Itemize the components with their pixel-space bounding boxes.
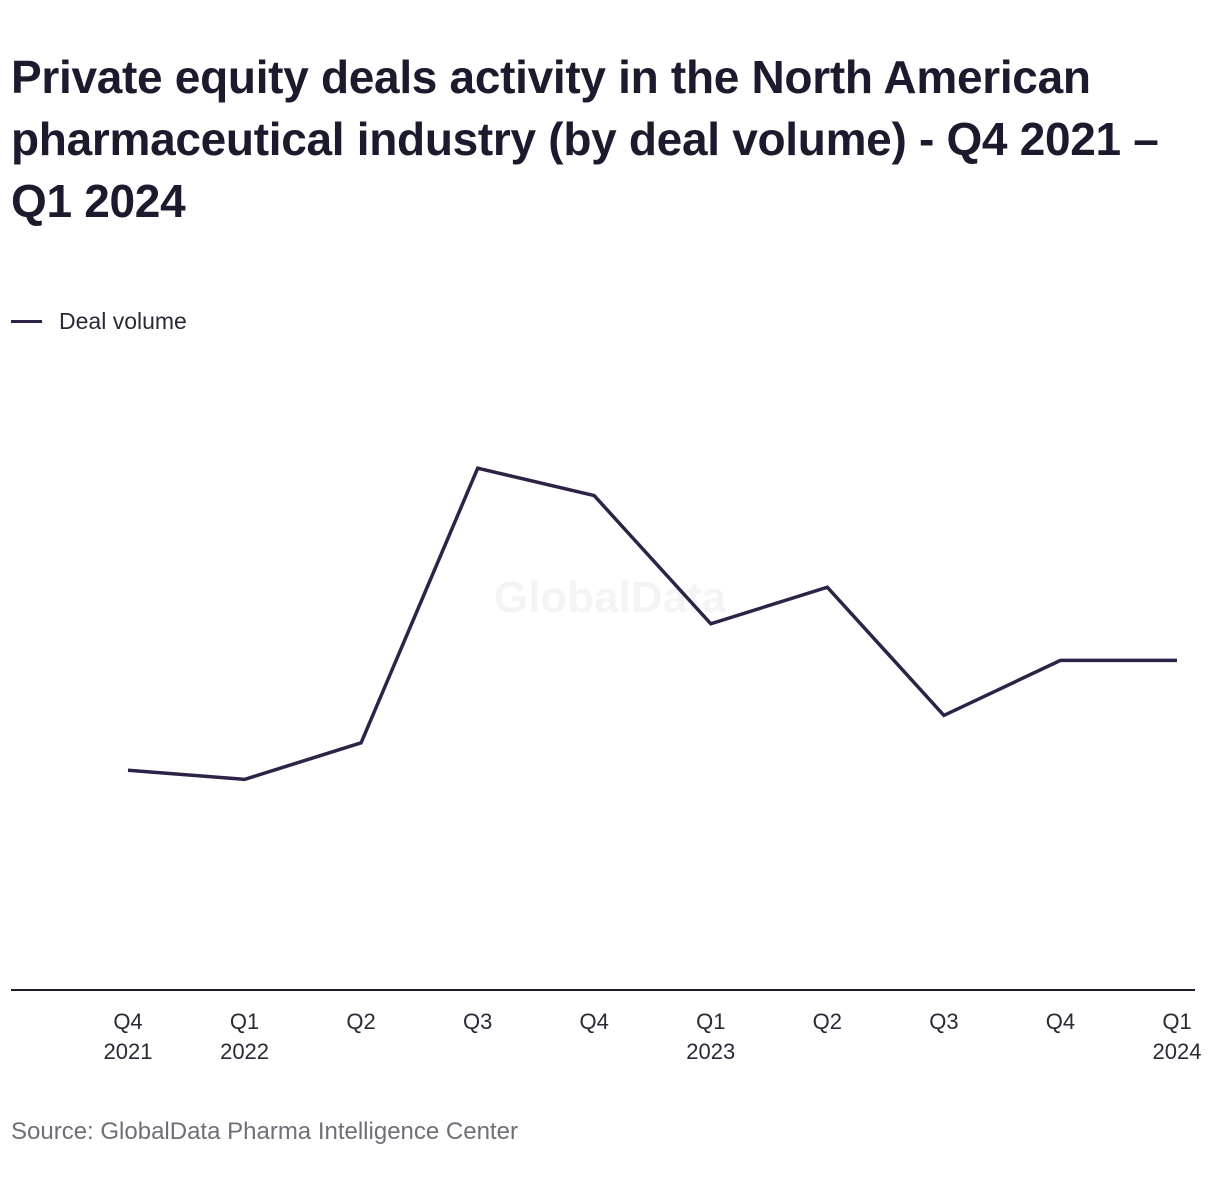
data-point[interactable] [122,764,134,776]
source-note: Source: GlobalData Pharma Intelligence C… [11,1118,518,1145]
watermark: GlobalData [494,573,727,622]
x-tick-quarter: Q1 [230,1009,259,1034]
x-tick-label: Q2 [346,1009,375,1034]
x-tick-quarter: Q2 [813,1009,842,1034]
x-tick-label: Q3 [929,1009,958,1034]
x-tick-label: Q2 [813,1009,842,1034]
x-tick-year: 2021 [104,1039,153,1064]
data-point[interactable] [1054,654,1066,666]
x-tick-year: 2022 [220,1039,269,1064]
x-tick-quarter: Q4 [1046,1009,1075,1034]
data-point[interactable] [239,773,251,785]
x-tick-quarter: Q3 [929,1009,958,1034]
series-line-deal-volume [127,466,1177,782]
data-point[interactable] [821,581,833,593]
x-tick-label: Q3 [463,1009,492,1034]
legend-swatch-deal-volume [11,319,42,323]
data-point[interactable] [588,490,600,502]
x-tick-quarter: Q3 [463,1009,492,1034]
data-point[interactable] [705,618,717,630]
x-tick-label: Q4 [580,1009,609,1034]
series-layer [122,462,1183,785]
x-tick-quarter: Q2 [346,1009,375,1034]
x-tick-label: Q1 2023 [686,1009,735,1064]
data-point[interactable] [472,462,484,474]
legend: Deal volume [11,306,187,336]
x-tick-label: Q4 2021 [104,1009,153,1064]
chart-title: Private equity deals activity in the Nor… [11,51,1159,227]
data-point[interactable] [938,709,950,721]
x-tick-quarter: Q1 [1162,1009,1191,1034]
x-tick-label: Q4 [1046,1009,1075,1034]
data-point[interactable] [355,737,367,749]
x-tick-year: 2024 [1153,1039,1202,1064]
x-tick-quarter: Q4 [113,1009,142,1034]
x-tick-quarter: Q4 [580,1009,609,1034]
x-tick-quarter: Q1 [696,1009,725,1034]
legend-label-deal-volume: Deal volume [59,307,187,334]
x-tick-label: Q1 2024 [1153,1009,1202,1064]
x-tick-label: Q1 2022 [220,1009,269,1064]
data-point[interactable] [1171,654,1183,666]
x-axis-ticks: Q4 2021 Q1 2022 Q2 Q3 Q4 Q1 2023 Q2 Q3 Q4 Q1 2024 [104,1009,1202,1064]
x-tick-year: 2023 [686,1039,735,1064]
